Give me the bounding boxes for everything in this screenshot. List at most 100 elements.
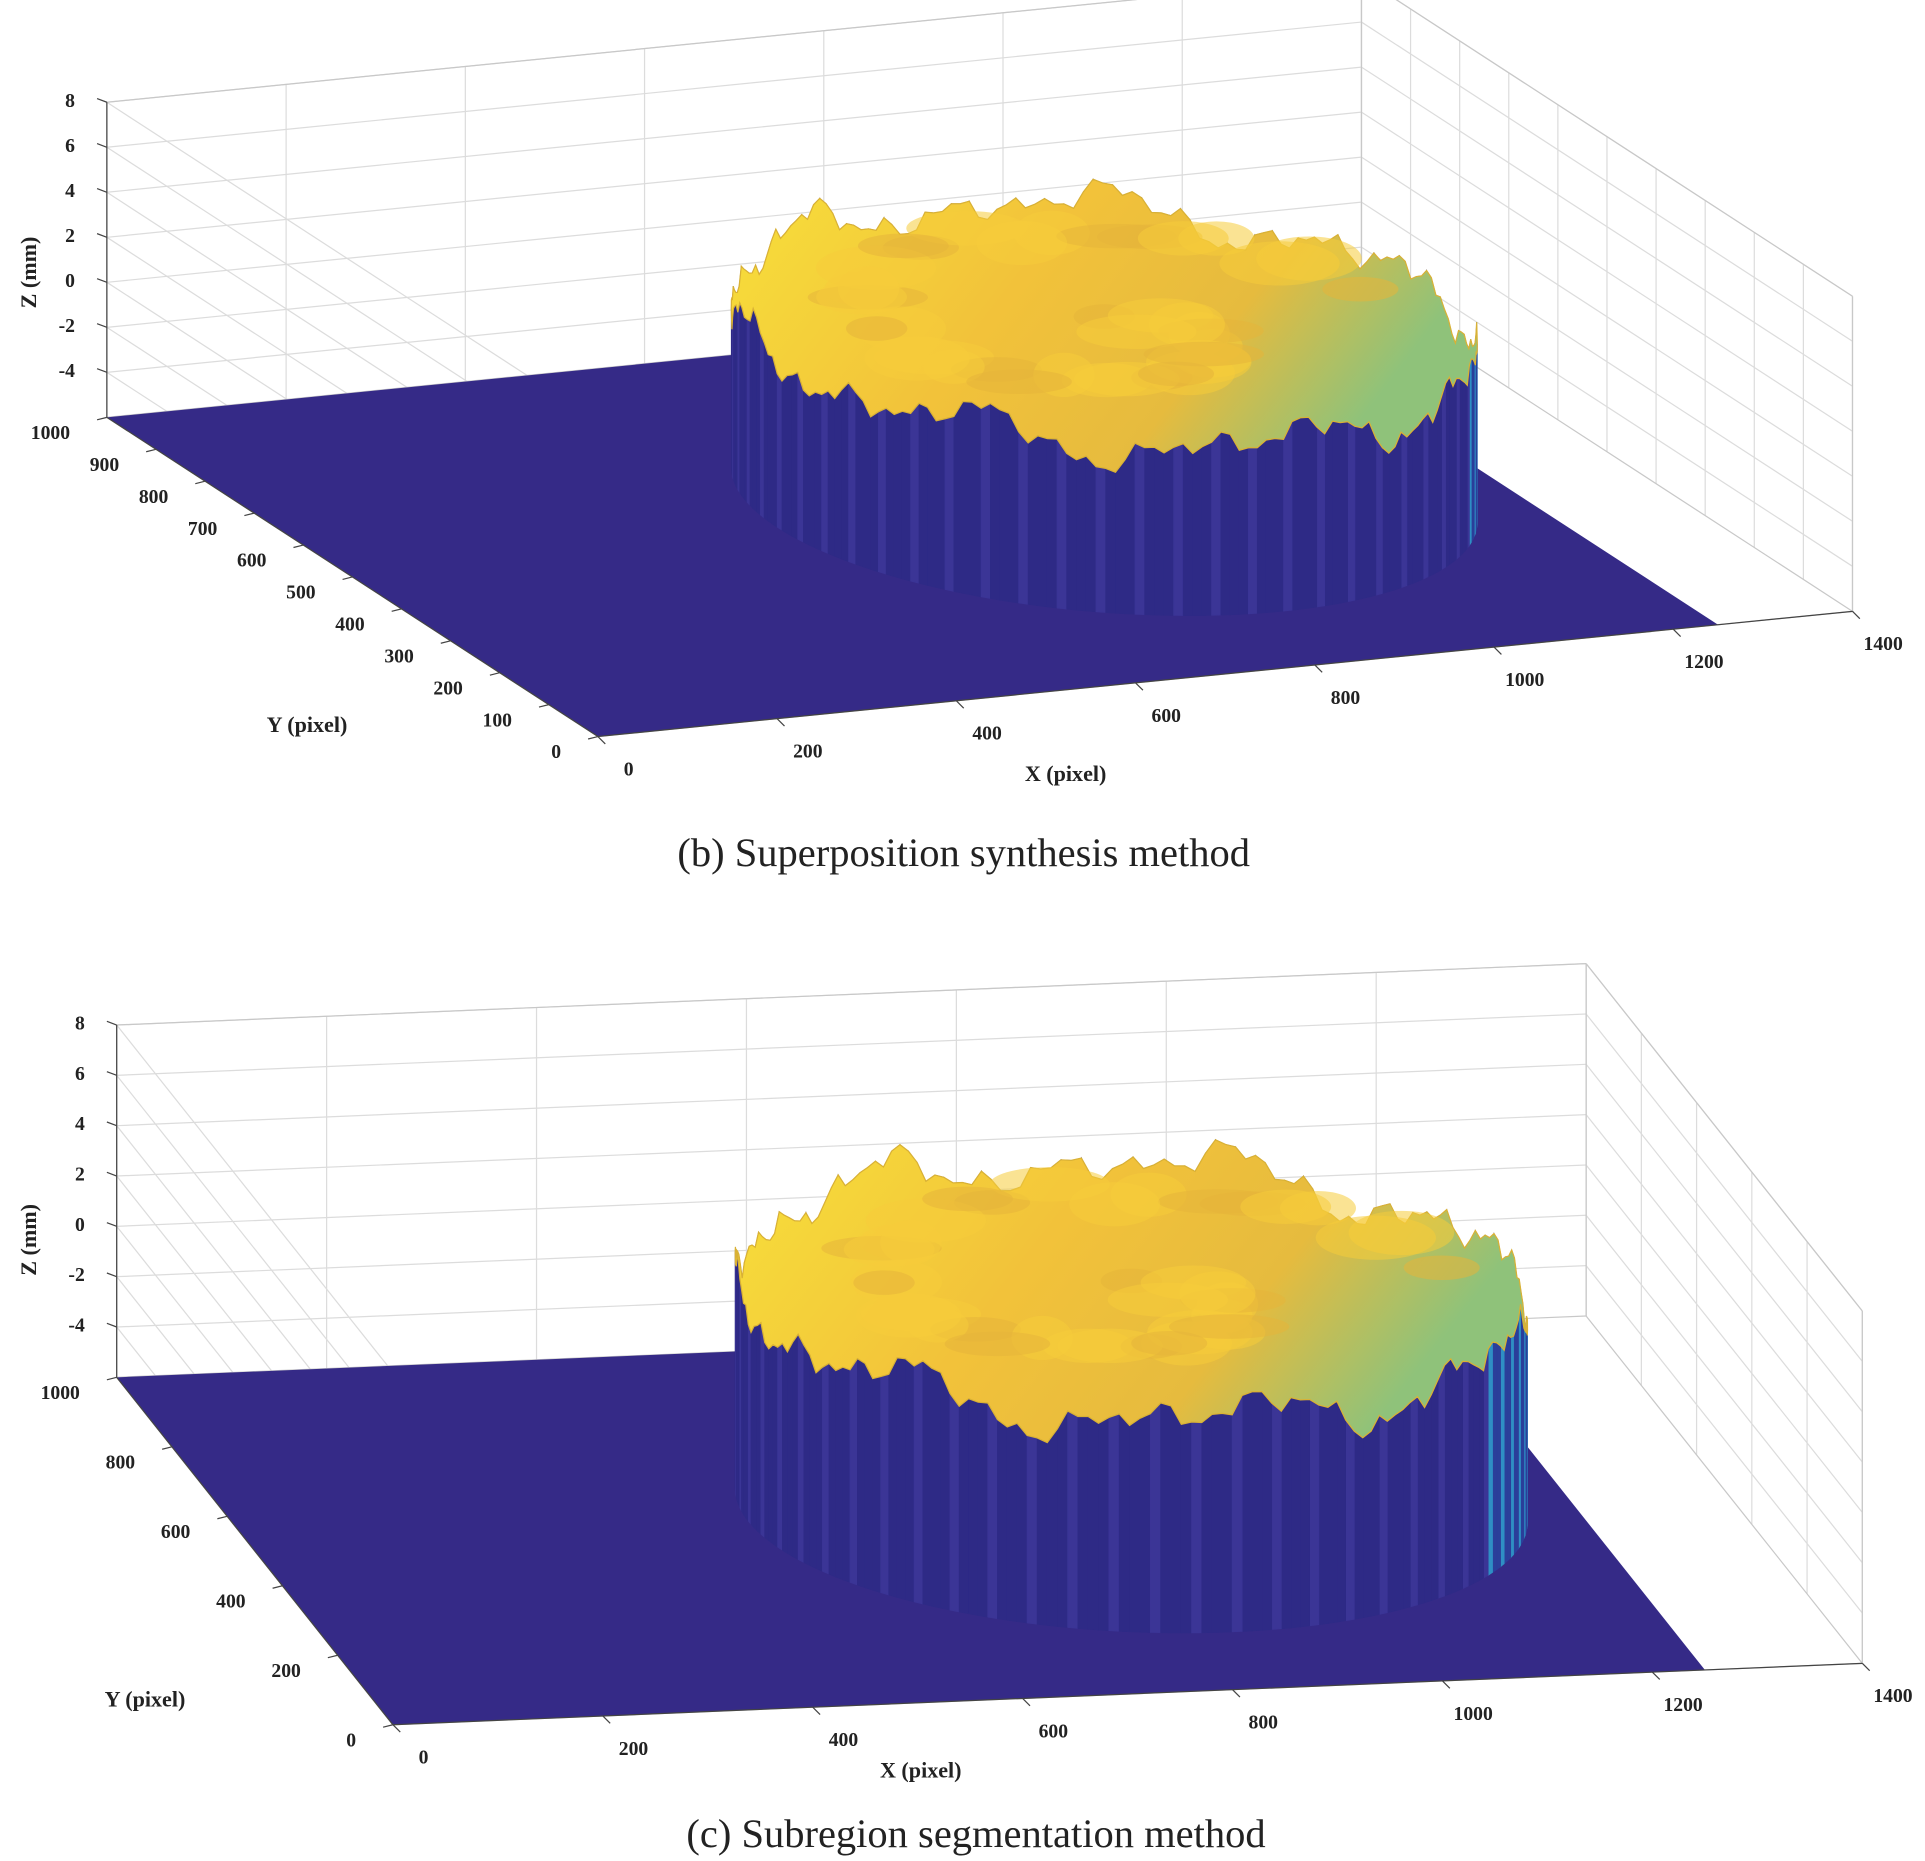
wall-strip <box>1432 410 1438 576</box>
wall-strip <box>772 356 778 528</box>
surface-patch <box>944 1331 1051 1357</box>
wall-strip <box>1473 1364 1480 1585</box>
wall-strip <box>1500 1344 1505 1568</box>
wall-strip <box>1016 1422 1028 1624</box>
wall-strip <box>1229 432 1240 616</box>
x-tick-label: 600 <box>1039 1720 1069 1742</box>
y-tick-label: 200 <box>433 677 463 699</box>
surface-patch <box>1137 361 1215 387</box>
wall-strip <box>1265 438 1276 613</box>
y-tick-label: 500 <box>286 582 316 604</box>
wall-strip <box>848 381 857 565</box>
wall-strip <box>772 1344 778 1548</box>
wall-strip <box>1444 1357 1452 1597</box>
wall-strip <box>935 418 946 590</box>
wall-strip <box>1271 1402 1282 1630</box>
y-tick-label: 400 <box>216 1590 246 1612</box>
wall-strip <box>1394 432 1402 591</box>
wall-strip <box>1098 1416 1110 1632</box>
wall-strip <box>1095 466 1107 613</box>
wall-strip <box>1201 1413 1213 1634</box>
x-tick-label: 200 <box>619 1738 649 1760</box>
chart-caption: (c) Subregion segmentation method <box>686 1811 1265 1856</box>
y-tick <box>106 1376 117 1381</box>
wall-strip <box>1332 420 1341 605</box>
grid-line <box>116 1114 1587 1177</box>
wall-strip <box>962 401 973 596</box>
wall-strip <box>786 374 793 537</box>
wall-strip <box>1291 417 1301 611</box>
wall-strip <box>1510 1335 1514 1559</box>
wall-strip <box>1336 1400 1346 1623</box>
box-edge <box>1585 1315 1863 1664</box>
wall-strip <box>927 406 937 588</box>
wall-strip <box>1467 1361 1474 1587</box>
grid-line <box>106 21 1362 148</box>
grid-line <box>116 1063 1587 1127</box>
y-tick-label: 600 <box>237 550 267 572</box>
wall-strip <box>1496 1341 1501 1571</box>
y-tick <box>391 608 402 612</box>
z-tick-label: 4 <box>65 180 75 202</box>
wall-strip <box>893 410 903 580</box>
x-tick-label: 1400 <box>1873 1685 1912 1707</box>
wall-strip <box>782 1342 788 1555</box>
wall-strip <box>1027 435 1039 607</box>
wall-strip <box>1455 377 1460 561</box>
grid-line <box>106 0 1138 103</box>
y-tick-label: 900 <box>90 454 120 476</box>
z-tick <box>96 233 108 238</box>
wall-strip <box>822 1362 830 1575</box>
x-tick-label: 800 <box>1331 687 1361 709</box>
wall-strip <box>1406 429 1413 587</box>
wall-strip <box>803 389 810 546</box>
wall-strip <box>763 342 769 522</box>
y-tick <box>342 576 353 581</box>
y-tick <box>327 1654 338 1659</box>
wall-strip <box>1247 447 1258 615</box>
x-tick <box>1314 664 1323 673</box>
wall-strip <box>1118 1412 1130 1633</box>
x-tick <box>1232 1689 1241 1698</box>
wall-strip <box>1056 437 1068 610</box>
z-tick-label: 2 <box>75 1164 85 1186</box>
wall-strip <box>1362 1430 1372 1619</box>
y-tick-label: 1000 <box>31 422 70 444</box>
x-tick <box>1442 1680 1451 1689</box>
grid-line <box>1585 1265 1863 1614</box>
wall-strip <box>746 318 751 507</box>
x-tick <box>1861 1662 1871 1672</box>
y-tick-label: 0 <box>346 1729 356 1751</box>
grid-line <box>1361 246 1853 567</box>
wall-strip <box>913 1360 924 1605</box>
wall-strip <box>756 317 761 516</box>
wall-strip <box>760 1322 766 1539</box>
wall-strip <box>1192 445 1203 616</box>
wall-strip <box>1154 446 1165 616</box>
y-tick <box>440 640 451 644</box>
wall-strip <box>1492 1341 1498 1574</box>
z-tick-label: 6 <box>75 1063 85 1085</box>
wall-strip <box>971 401 982 598</box>
wall-strip <box>1115 458 1126 615</box>
x-tick <box>1135 682 1144 691</box>
wall-strip <box>944 416 955 592</box>
wall-strip <box>1427 412 1434 578</box>
wall-strip <box>815 1366 823 1572</box>
wall-strip <box>987 1401 998 1620</box>
x-axis-label: X (pixel) <box>1025 761 1107 786</box>
wall-strip <box>1201 441 1212 616</box>
z-tick <box>96 368 108 373</box>
wall-strip <box>1018 430 1029 605</box>
wall-strip <box>1412 424 1419 585</box>
surface-patch <box>1219 241 1340 286</box>
z-tick <box>96 143 108 148</box>
wall-strip <box>1370 1415 1380 1617</box>
wall-strip <box>1478 1366 1484 1582</box>
grid-line <box>116 1013 1587 1076</box>
wall-strip <box>1487 1340 1493 1576</box>
x-axis <box>392 1662 1863 1726</box>
wall-strip <box>872 1376 882 1594</box>
z-tick-label: 0 <box>65 270 75 292</box>
